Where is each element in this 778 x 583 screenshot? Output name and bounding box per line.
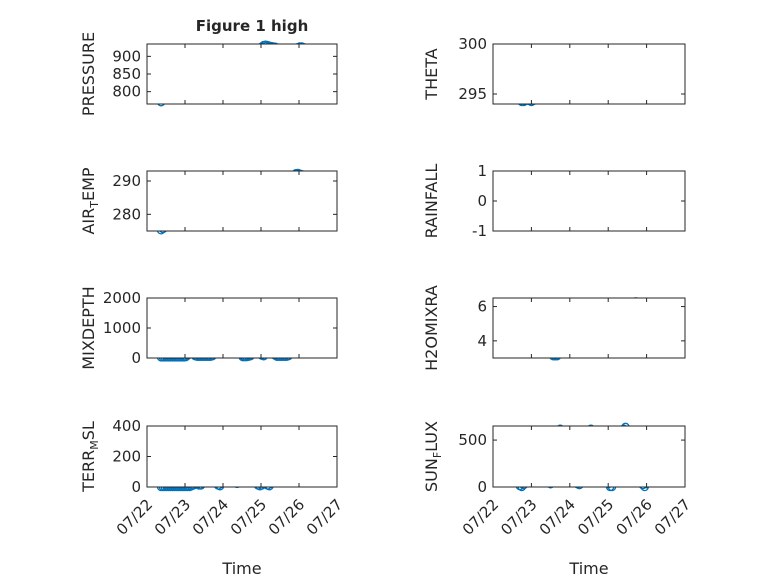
x-axis-label: Time	[568, 559, 608, 578]
x-tick-label: 07/24	[536, 495, 579, 538]
y-tick-label: 0	[131, 478, 141, 496]
y-tick-label: 500	[458, 431, 487, 449]
axes-frame	[146, 170, 338, 232]
axes-frame	[146, 43, 338, 105]
x-tick-label: 07/27	[651, 495, 694, 538]
y-tick-label: 1	[477, 162, 487, 180]
x-tick-label: 07/26	[612, 495, 655, 538]
x-axis-label: Time	[221, 559, 261, 578]
x-tick-label: 07/23	[497, 495, 540, 538]
y-axis-label: PRESSURE	[79, 32, 98, 116]
subplot-theta: 295 300 THETA	[422, 35, 686, 107]
axes-frame	[146, 297, 338, 359]
y-tick-label: 850	[112, 65, 141, 83]
y-tick-label: -1	[472, 222, 487, 240]
y-tick-label: 0	[477, 478, 487, 496]
y-tick-label: 290	[112, 172, 141, 190]
y-tick-label: 200	[112, 448, 141, 466]
subplot-h2omixra: 4 6 H2OMIXRA	[422, 285, 686, 371]
axes-frame	[146, 425, 338, 488]
x-tick-label: 07/25	[227, 495, 270, 538]
subplot-air: 280 290 AIRTEMP	[79, 167, 338, 235]
y-axis-label: AIRTEMP	[79, 167, 101, 234]
y-tick-label: 0	[131, 349, 141, 367]
x-tick-label: 07/25	[574, 495, 617, 538]
y-tick-label: 900	[112, 47, 141, 65]
y-tick-label: 2000	[103, 289, 141, 307]
x-tick-label: 07/22	[459, 495, 502, 538]
y-tick-label: 280	[112, 205, 141, 223]
y-tick-label: 300	[458, 35, 487, 53]
y-axis-label: THETA	[422, 48, 441, 100]
axes-frame	[492, 297, 686, 359]
y-tick-label: 400	[112, 417, 141, 435]
y-axis-label: RAINFALL	[422, 164, 441, 239]
y-axis-label: H2OMIXRA	[422, 285, 441, 371]
y-tick-label: 0	[477, 192, 487, 210]
axes-frame	[492, 425, 686, 488]
y-tick-label: 295	[458, 85, 487, 103]
axes-frame	[492, 43, 686, 105]
y-tick-label: 1000	[103, 319, 141, 337]
figure-title: Figure 1 high	[196, 17, 309, 35]
x-tick-label: 07/24	[189, 495, 232, 538]
y-axis-label: MIXDEPTH	[79, 286, 98, 369]
y-axis-label: TERRMSL	[79, 421, 101, 493]
y-axis-label: SUNFLUX	[422, 421, 444, 492]
subplot-rainfall: -1 0 1 RAINFALL	[422, 162, 686, 240]
y-tick-label: 800	[112, 83, 141, 101]
x-tick-label: 07/27	[303, 495, 346, 538]
y-tick-label: 4	[477, 332, 487, 350]
x-tick-label: 07/26	[265, 495, 308, 538]
x-tick-label: 07/22	[113, 495, 156, 538]
y-tick-label: 6	[477, 298, 487, 316]
x-tick-label: 07/23	[151, 495, 194, 538]
axes-frame	[492, 170, 686, 232]
subplot-mixdepth: 0 1000 2000 MIXDEPTH	[79, 286, 338, 370]
